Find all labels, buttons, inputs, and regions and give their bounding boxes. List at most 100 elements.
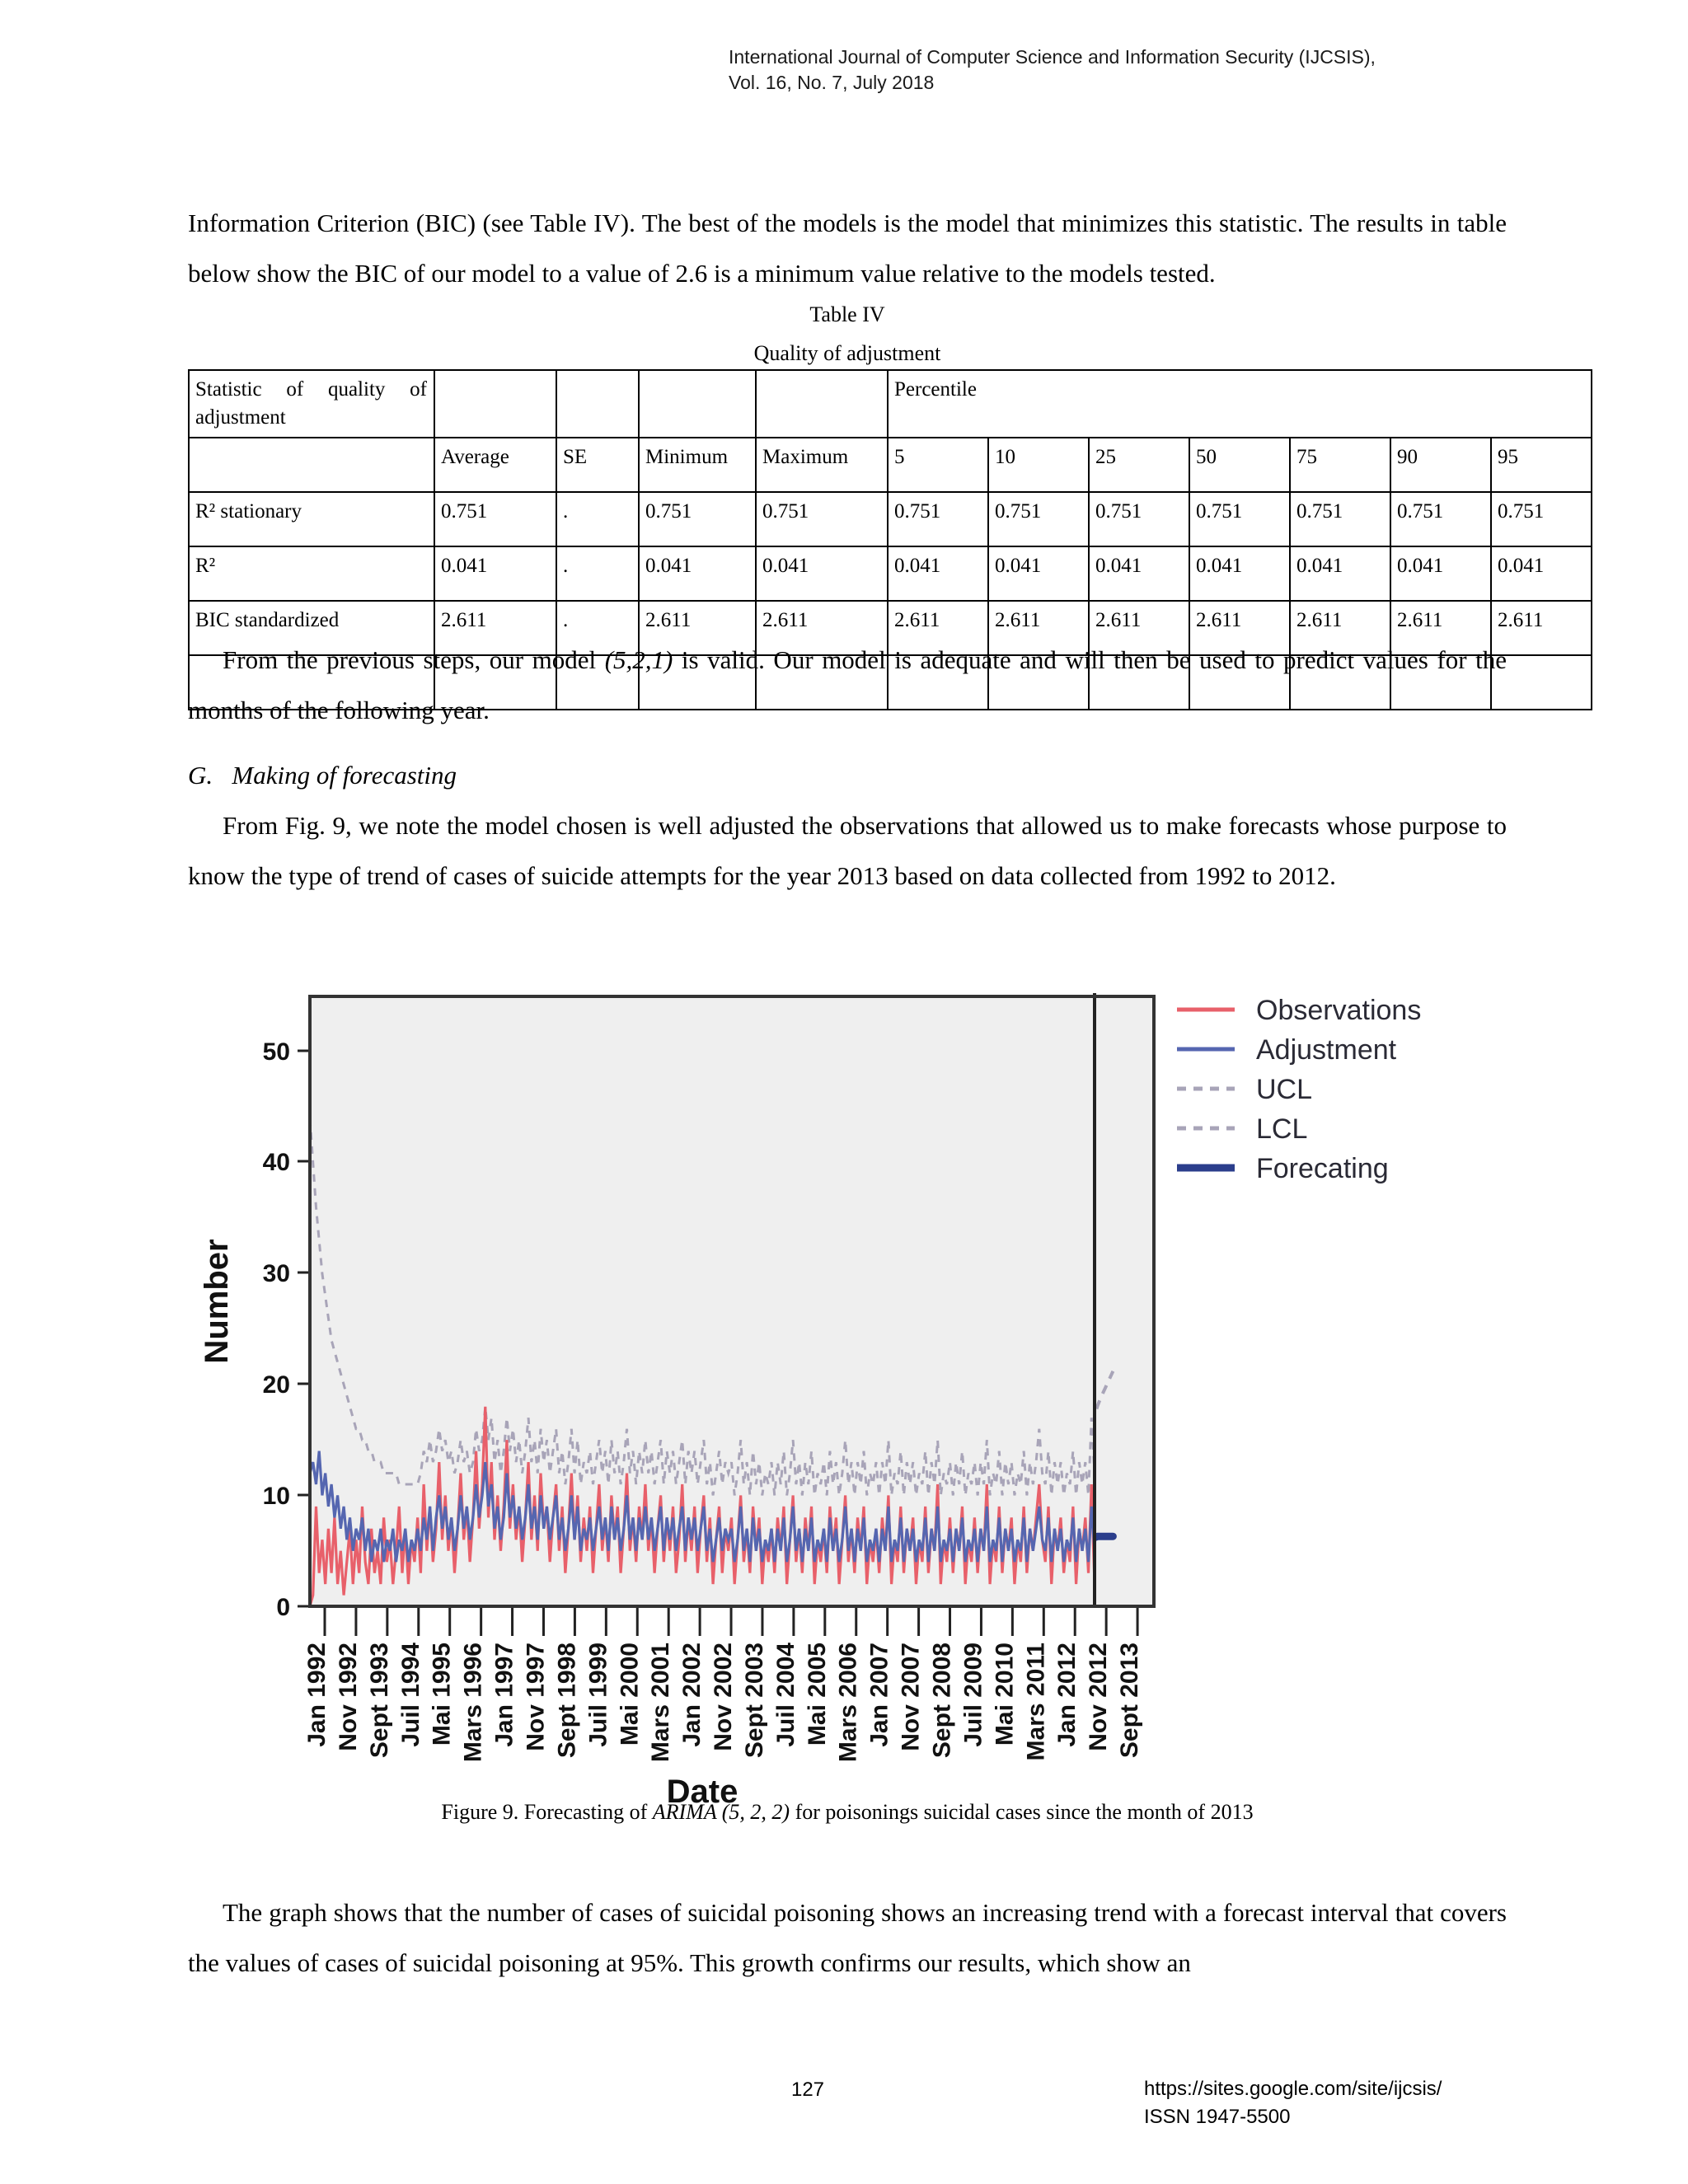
legend-label-forecating: Forecating (1256, 1153, 1389, 1184)
x-tick-label: Mars 2006 (835, 1643, 862, 1762)
spacer-cell (1390, 654, 1492, 710)
legend-item-ucl: UCL (1177, 1074, 1312, 1105)
y-tick-label-0: 0 (276, 1594, 290, 1621)
x-tick-label: Sept 2003 (741, 1643, 768, 1758)
running-head-line1: International Journal of Computer Scienc… (729, 46, 1376, 68)
figure-caption-model: ARIMA (5, 2, 2) (652, 1800, 790, 1824)
running-head-line2: Vol. 16, No. 7, July 2018 (729, 72, 935, 93)
journal-url: https://sites.google.com/site/ijcsis/ (1144, 2078, 1442, 2100)
header-pct-50: 50 (1189, 437, 1291, 493)
row-pct-75: 2.611 (1289, 600, 1391, 656)
y-tick-50: 50 (263, 1038, 310, 1066)
row-pct-90: 0.041 (1390, 546, 1492, 602)
row-maximum: 2.611 (755, 600, 889, 656)
row-pct-95: 0.041 (1489, 546, 1593, 602)
row-average: 0.041 (434, 546, 557, 602)
row-pct-25: 0.751 (1088, 491, 1190, 547)
plot-background (310, 996, 1154, 1606)
legend-label-observations: Observations (1256, 995, 1421, 1026)
row-pct-25: 0.041 (1088, 546, 1190, 602)
spacer-cell (887, 654, 989, 710)
x-tick-label: Mars 1996 (460, 1643, 487, 1762)
table-header-row-bottom: Average SE Minimum Maximum 5 10 25 50 75… (188, 437, 1593, 493)
y-tick-20: 20 (263, 1371, 310, 1399)
row-pct-10: 0.751 (987, 491, 1090, 547)
header-se-top (556, 369, 640, 438)
row-pct-25: 2.611 (1088, 600, 1190, 656)
spacer-cell (1289, 654, 1391, 710)
table-number: Table IV (809, 302, 885, 326)
section-heading: G. Making of forecasting (188, 750, 1507, 800)
row-minimum: 2.611 (638, 600, 757, 656)
x-tick-label: Sept 1998 (553, 1643, 580, 1758)
row-minimum: 0.041 (638, 546, 757, 602)
y-tick-40: 40 (263, 1149, 310, 1176)
row-pct-95: 2.611 (1489, 600, 1593, 656)
spacer-cell (556, 654, 640, 710)
model-valid-block: From the previous steps, our model (5,2,… (188, 635, 1507, 735)
header-pct-10: 10 (987, 437, 1090, 493)
legend-item-lcl: LCL (1177, 1113, 1307, 1145)
x-axis-ticks: Jan 1992 Nov 1992 Sept 1993 Juil 1994 Mai 19… (303, 1608, 1143, 1762)
journal-issn: ISSN 1947-5500 (1144, 2106, 1291, 2128)
x-tick-label: Sept 1993 (366, 1643, 393, 1758)
header-average: Average (434, 437, 557, 493)
header-minimum-top (638, 369, 757, 438)
x-tick-label: Nov 1997 (522, 1643, 549, 1751)
series-adjustment-line (310, 1451, 1095, 1563)
chart-legend: Observations Adjustment UCL LCL Forecati… (1177, 995, 1421, 1184)
x-tick-label: Jan 2012 (1053, 1643, 1081, 1747)
header-maximum: Maximum (755, 437, 889, 493)
row-pct-10: 2.611 (987, 600, 1090, 656)
x-tick-label: Nov 2002 (710, 1643, 737, 1751)
y-axis-label: Number (199, 1239, 235, 1363)
row-pct-50: 2.611 (1189, 600, 1291, 656)
x-tick-label: Nov 2012 (1085, 1643, 1112, 1751)
row-average: 2.611 (434, 600, 557, 656)
row-minimum: 0.751 (638, 491, 757, 547)
x-tick-label: Nov 1992 (335, 1643, 362, 1751)
legend-item-adjustment: Adjustment (1177, 1034, 1397, 1066)
legend-label-adjustment: Adjustment (1256, 1034, 1397, 1066)
row-maximum: 0.041 (755, 546, 889, 602)
spacer-cell (755, 654, 889, 710)
header-statistic-text: Statistic of quality of adjustment (195, 378, 427, 429)
header-pct-95: 95 (1489, 437, 1593, 493)
row-label: BIC standardized (188, 600, 435, 656)
forecast-intro-paragraph: From Fig. 9, we note the model chosen is… (188, 811, 1507, 890)
x-tick-label: Sept 2013 (1116, 1643, 1143, 1758)
closing-paragraph: The graph shows that the number of cases… (188, 1898, 1507, 1977)
row-pct-5: 2.611 (887, 600, 989, 656)
legend-item-forecating: Forecating (1177, 1153, 1389, 1184)
x-tick-label: Juil 1999 (584, 1643, 612, 1747)
header-statistic-cont (188, 437, 435, 493)
table-row: R² 0.041 . 0.041 0.041 0.041 0.041 0.041… (188, 546, 1593, 602)
y-tick-label-20: 20 (263, 1371, 290, 1399)
model-valid-paragraph: From the previous steps, our model (5,2,… (188, 635, 1507, 735)
plot-frame (308, 995, 1156, 1608)
forecast-chart: Number 50 40 30 20 10 (199, 993, 1421, 1810)
header-pct-5: 5 (887, 437, 989, 493)
section-title: Making of forecasting (232, 761, 457, 790)
row-pct-5: 0.751 (887, 491, 989, 547)
x-tick-label: Mai 2000 (616, 1643, 643, 1746)
legend-label-ucl: UCL (1256, 1074, 1312, 1105)
x-tick-label: Nov 2007 (898, 1643, 925, 1751)
x-tick-label: Mai 1995 (429, 1643, 456, 1746)
y-tick-label-30: 30 (263, 1260, 290, 1287)
table-header-row-top: Statistic of quality of adjustment Perce… (188, 369, 1593, 438)
x-tick-label: Juil 2009 (959, 1643, 987, 1747)
row-se: . (556, 546, 640, 602)
x-tick-label: Jan 2002 (678, 1643, 706, 1747)
section-letter: G. (188, 761, 213, 790)
spacer-cell (987, 654, 1090, 710)
series-forecating-line (1095, 1532, 1117, 1542)
row-pct-75: 0.751 (1289, 491, 1391, 547)
row-maximum: 0.751 (755, 491, 889, 547)
spacer-cell (1189, 654, 1291, 710)
series-layer (310, 1118, 1095, 1606)
y-tick-0: 0 (276, 1594, 310, 1621)
row-pct-95: 0.751 (1489, 491, 1593, 547)
section-g-block: G. Making of forecasting From Fig. 9, we… (188, 750, 1507, 901)
figure-9: Number 50 40 30 20 10 (188, 977, 1507, 1817)
